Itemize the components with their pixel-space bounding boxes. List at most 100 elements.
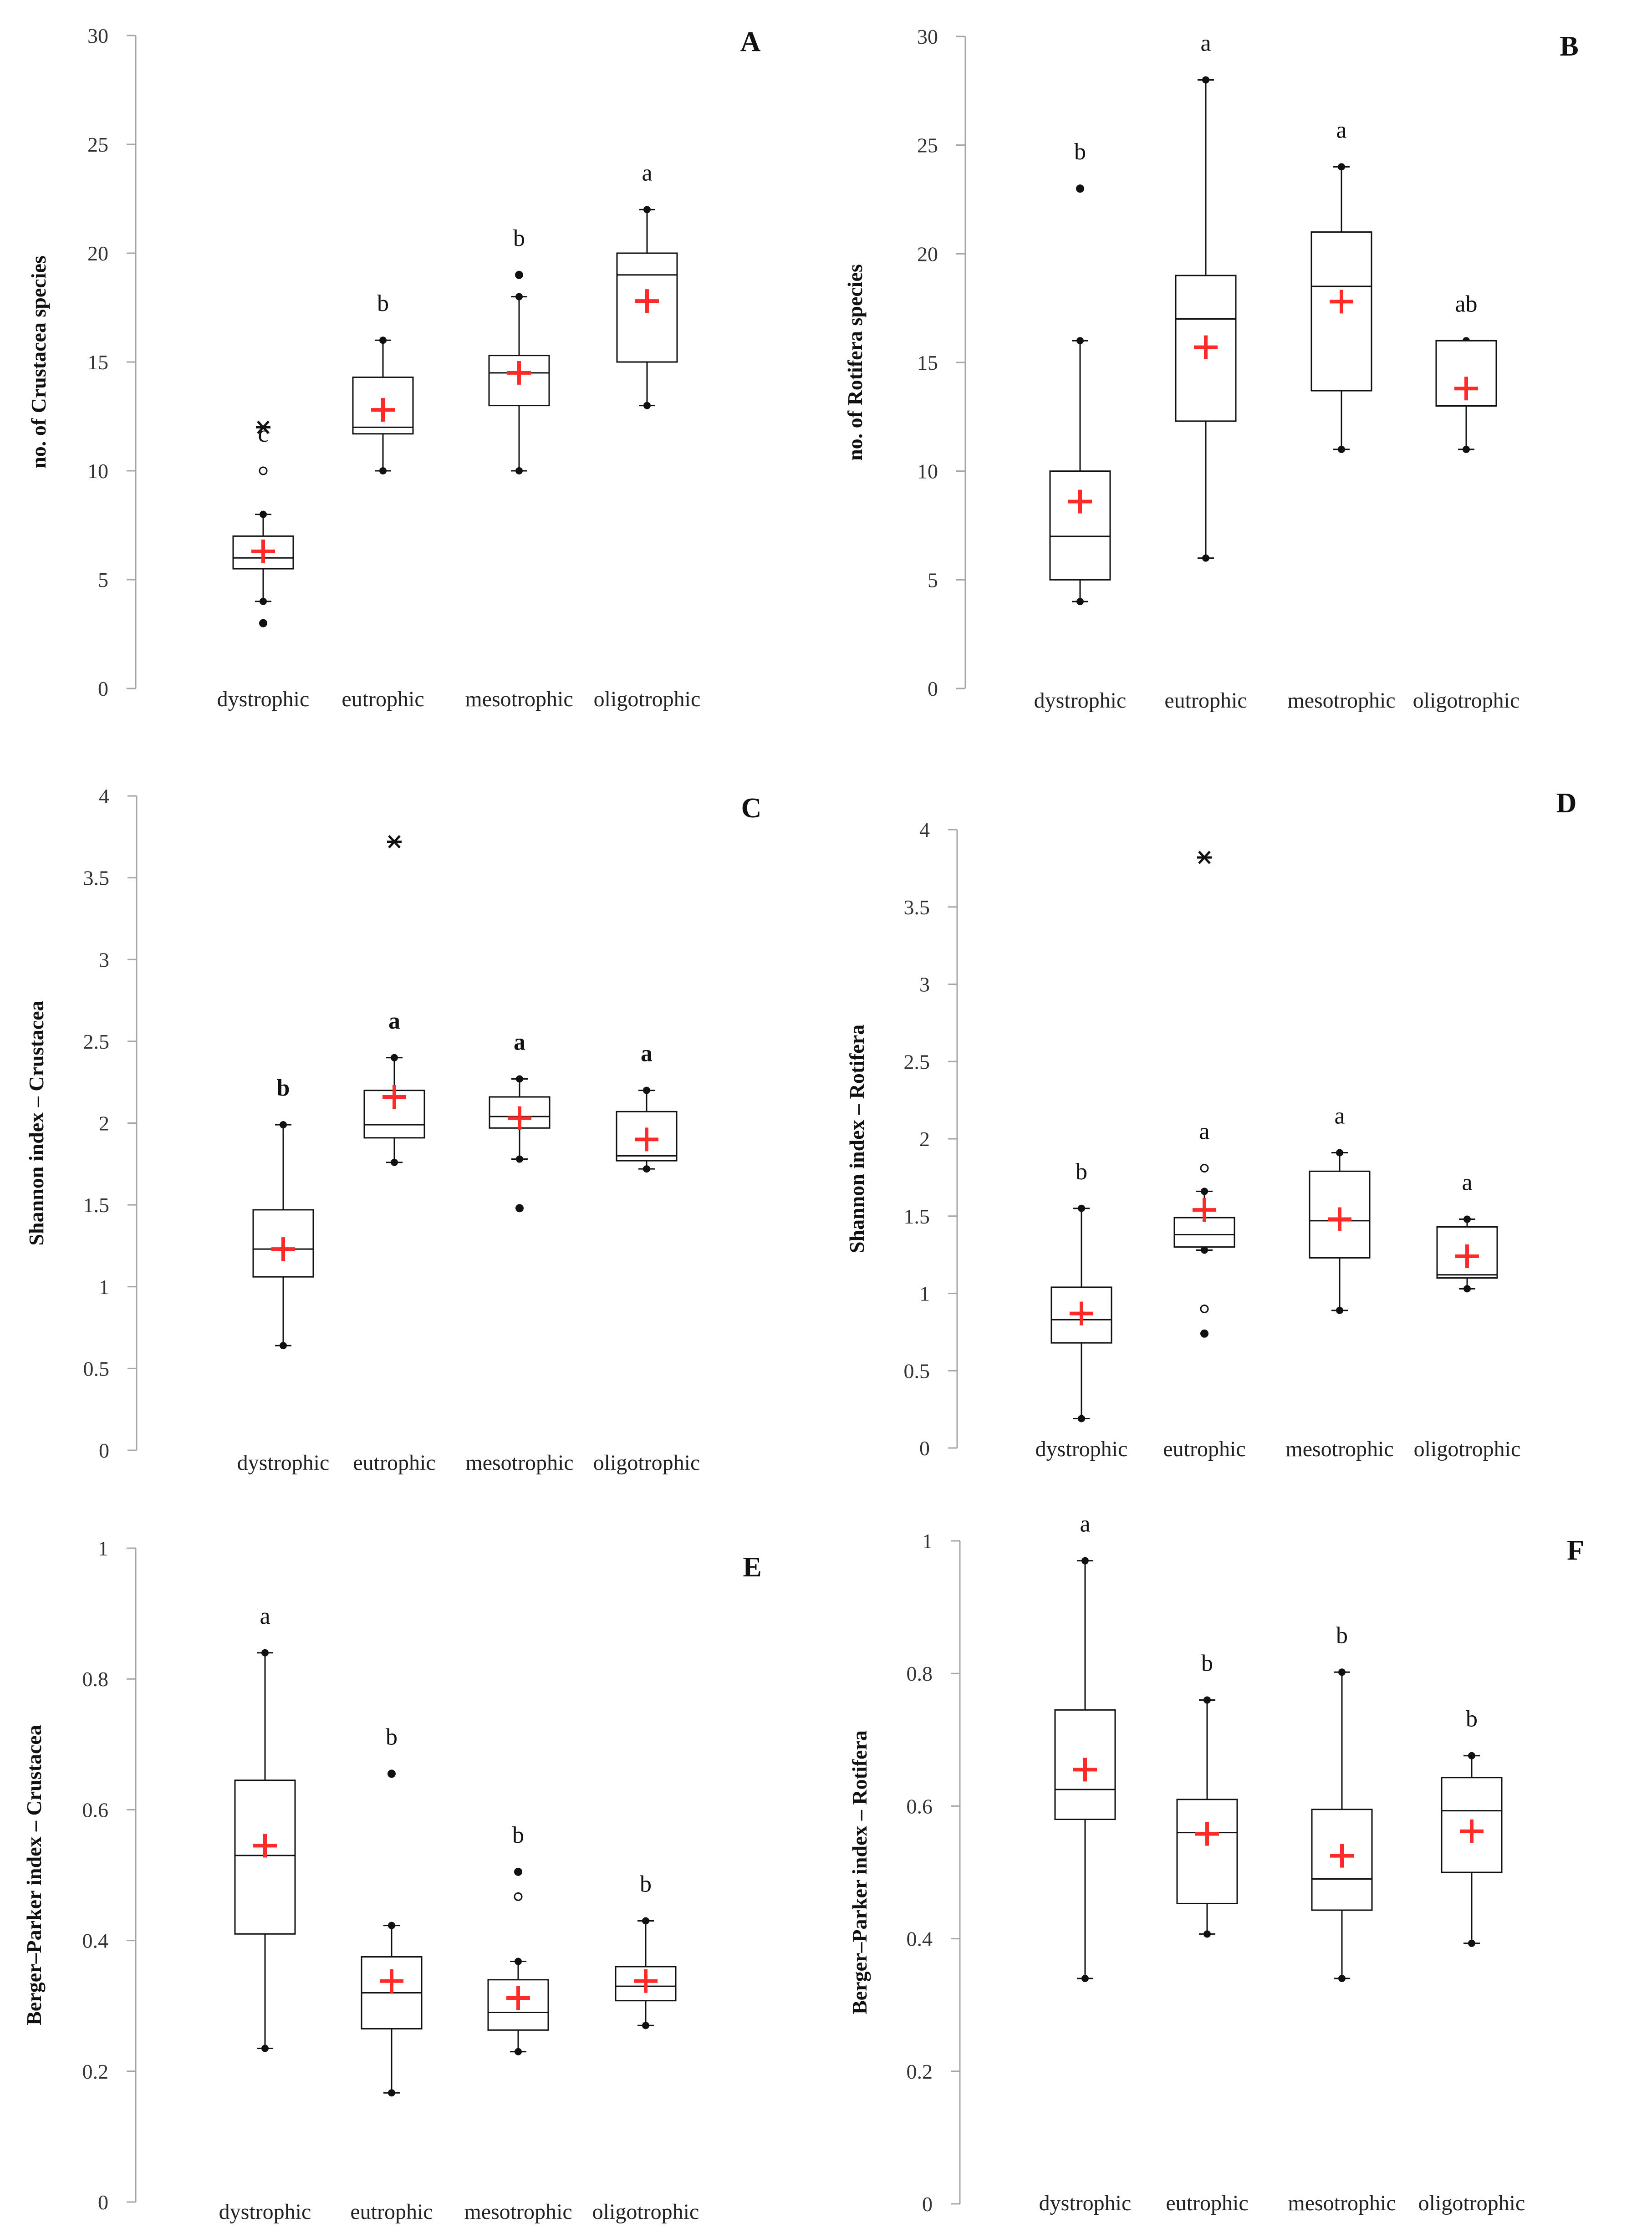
mean-marker [635, 1127, 658, 1152]
mean-marker [507, 361, 531, 385]
box-dystrophic: a dystrophic [219, 1603, 311, 2224]
min-marker [643, 402, 651, 409]
y-tick-label: 3 [99, 948, 109, 971]
y-tick-label: 5 [928, 568, 938, 591]
box-eutrophic: b eutrophic [350, 1724, 433, 2224]
mean-marker [635, 289, 659, 313]
mean-marker [506, 1986, 530, 2010]
max-marker [1463, 1215, 1471, 1223]
category-label: dystrophic [1034, 688, 1127, 713]
panel-letter: C [741, 793, 762, 824]
min-marker [391, 1158, 398, 1166]
extreme-outlier-star [1197, 851, 1212, 864]
min-marker [1468, 1939, 1475, 1947]
mean-marker [508, 1106, 531, 1130]
outlier-point [515, 270, 523, 279]
mean-marker [253, 1834, 277, 1858]
max-marker [1338, 163, 1345, 171]
min-marker [379, 467, 387, 474]
y-axis-label: Berger–Parker index – Crustacea [22, 1725, 46, 2025]
panel-letter: B [1560, 31, 1578, 62]
outlier-point [1076, 184, 1084, 193]
y-tick-label: 3 [919, 973, 930, 996]
y-tick-label: 20 [917, 242, 938, 265]
significance-letter: b [513, 225, 525, 251]
significance-letter: a [1462, 1170, 1472, 1196]
min-marker [516, 1155, 523, 1163]
panel-letter: F [1567, 1535, 1584, 1566]
outlier-point [514, 1867, 522, 1876]
box-eutrophic: b eutrophic [1166, 1650, 1248, 2215]
panel-letter: D [1556, 788, 1577, 819]
iqr-box [616, 1111, 678, 1162]
box-oligotrophic: b oligotrophic [592, 1871, 699, 2224]
category-label: dystrophic [1035, 1437, 1128, 1461]
significance-letter: b [512, 1822, 524, 1848]
outlier-point [1200, 1329, 1208, 1338]
y-tick-label: 4 [919, 818, 930, 841]
outlier-point-open [514, 1892, 523, 1901]
mean-marker [1195, 1822, 1219, 1846]
category-label: mesotrophic [464, 2200, 572, 2224]
iqr-box [1049, 470, 1111, 581]
y-tick-label: 0.6 [82, 1798, 109, 1821]
category-label: eutrophic [1164, 688, 1247, 713]
box-eutrophic: a eutrophic [1164, 30, 1247, 713]
significance-letter: a [1080, 1511, 1090, 1537]
category-label: dystrophic [1039, 2191, 1132, 2215]
y-tick-label: 1.5 [83, 1193, 110, 1217]
y-axis-label: Berger–Parker index – Rotifera [848, 1730, 871, 2014]
min-marker [1463, 445, 1470, 453]
box-dystrophic: b dystrophic [237, 1075, 330, 1475]
y-tick-label: 1 [99, 1275, 109, 1299]
y-tick-label: 0 [98, 2191, 108, 2214]
mean-marker [1194, 335, 1218, 359]
mean-marker [1330, 1844, 1354, 1868]
y-tick-label: 1 [98, 1537, 108, 1560]
box-dystrophic: b dystrophic [1035, 1159, 1128, 1461]
category-label: dystrophic [217, 687, 310, 711]
significance-letter: a [642, 160, 652, 186]
category-label: mesotrophic [1287, 688, 1395, 713]
significance-letter: a [1200, 30, 1211, 56]
y-tick-label: 1.5 [904, 1205, 930, 1228]
y-tick-label: 5 [98, 568, 108, 591]
y-tick-label: 15 [917, 351, 938, 374]
category-label: mesotrophic [465, 1451, 573, 1475]
iqr-box [1173, 1217, 1235, 1248]
box-eutrophic: a eutrophic [1163, 851, 1246, 1461]
max-marker [280, 1121, 287, 1129]
category-label: oligotrophic [594, 687, 701, 711]
min-marker [515, 467, 523, 474]
box-mesotrophic: b mesotrophic [464, 1822, 572, 2224]
max-marker [515, 293, 523, 301]
significance-letter: a [514, 1030, 525, 1055]
category-label: oligotrophic [1418, 2191, 1525, 2215]
outlier-point-open [259, 466, 268, 475]
mean-marker [1454, 377, 1478, 401]
mean-marker [1193, 1198, 1216, 1222]
y-tick-label: 2 [919, 1127, 930, 1151]
y-tick-label: 15 [87, 351, 108, 374]
category-label: eutrophic [1163, 1437, 1245, 1461]
max-marker [643, 1086, 650, 1094]
max-marker [1468, 1752, 1475, 1759]
max-marker [388, 1922, 395, 1929]
min-marker [1338, 1974, 1346, 1982]
mean-marker [1070, 1301, 1093, 1326]
box-dystrophic: a dystrophic [1039, 1511, 1132, 2215]
max-marker [1203, 1696, 1211, 1704]
panel-d: 0 0.5 1 1.5 2 2.5 3 3.5 4 Shannon index – Rotifer… [845, 788, 1576, 1461]
y-tick-label: 20 [87, 242, 108, 265]
significance-letter: b [277, 1075, 290, 1101]
significance-letter: ab [1455, 291, 1477, 317]
box-oligotrophic: a oligotrophic [593, 1041, 700, 1475]
significance-letter: a [1336, 117, 1346, 143]
box-mesotrophic: a mesotrophic [1287, 117, 1395, 713]
y-tick-label: 0 [98, 677, 108, 700]
mean-marker [1330, 290, 1353, 314]
y-axis-label: no. of Rotifera species [843, 264, 867, 461]
mean-marker [1455, 1244, 1479, 1269]
max-marker [1081, 1557, 1089, 1565]
y-tick-label: 2.5 [904, 1050, 930, 1073]
